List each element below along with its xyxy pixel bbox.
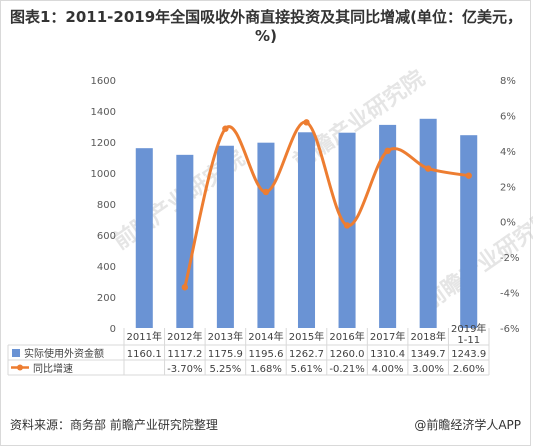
data-label-value: 1160.1 bbox=[127, 349, 162, 360]
left-axis-tick-label: 1200 bbox=[91, 138, 116, 149]
left-axis-tick-label: 0 bbox=[110, 324, 116, 335]
data-label-growth: 3.00% bbox=[412, 364, 444, 375]
legend-key-point bbox=[17, 364, 23, 371]
right-axis-tick-label: -6% bbox=[500, 324, 519, 335]
right-axis-tick-label: 4% bbox=[500, 147, 516, 158]
data-label-value: 1175.9 bbox=[208, 349, 243, 360]
data-label-growth: 4.00% bbox=[372, 364, 404, 375]
growth-point bbox=[424, 165, 432, 172]
right-axis-tick-label: -4% bbox=[500, 289, 519, 300]
category-label: 2012年 bbox=[167, 330, 202, 343]
data-label-growth: 5.61% bbox=[291, 364, 323, 375]
category-label: 2019年 bbox=[451, 322, 486, 335]
category-label: 2013年 bbox=[208, 330, 243, 343]
data-label-value: 1262.7 bbox=[289, 349, 324, 360]
legend-key-bar bbox=[12, 349, 20, 357]
growth-point bbox=[384, 147, 391, 155]
data-label-value: 1243.9 bbox=[451, 349, 486, 360]
data-label-value: 1260.0 bbox=[330, 349, 365, 360]
data-label-growth: -3.70% bbox=[167, 364, 202, 375]
bar bbox=[135, 148, 153, 328]
chart-title: 图表1：2011-2019年全国吸收外商直接投资及其同比增减(单位：亿美元，%) bbox=[9, 8, 523, 45]
credit-note: @前瞻经济学人APP bbox=[414, 418, 521, 432]
category-label: 2017年 bbox=[370, 330, 405, 343]
left-axis-tick-label: 400 bbox=[97, 262, 116, 273]
growth-point bbox=[465, 172, 472, 179]
right-axis-tick-label: 2% bbox=[500, 182, 516, 193]
growth-point bbox=[262, 188, 270, 196]
left-axis-tick-label: 600 bbox=[97, 231, 116, 242]
data-label-growth: -0.21% bbox=[329, 364, 364, 375]
bar bbox=[176, 154, 194, 328]
growth-point bbox=[343, 222, 351, 229]
bar bbox=[419, 118, 437, 328]
category-label: 2014年 bbox=[248, 330, 283, 343]
data-label-growth: 2.60% bbox=[453, 364, 485, 375]
left-axis-tick-label: 1000 bbox=[91, 169, 116, 180]
right-axis-tick-label: -2% bbox=[500, 253, 519, 264]
category-label: 2016年 bbox=[329, 330, 364, 343]
data-label-value: 1195.6 bbox=[248, 349, 283, 360]
legend-label: 同比增速 bbox=[33, 362, 73, 375]
growth-point bbox=[181, 284, 189, 291]
data-label-growth: 5.25% bbox=[209, 364, 241, 375]
right-axis-tick-label: 0% bbox=[500, 218, 516, 229]
bar bbox=[216, 145, 234, 328]
bar bbox=[338, 132, 356, 328]
category-label: 2011年 bbox=[127, 330, 162, 343]
source-note: 资料来源：商务部 前瞻产业研究院整理 bbox=[10, 418, 218, 432]
left-axis-tick-label: 800 bbox=[97, 200, 116, 211]
bar bbox=[460, 135, 478, 328]
data-label-value: 1310.4 bbox=[370, 349, 405, 360]
growth-point bbox=[222, 125, 229, 132]
left-axis-tick-label: 200 bbox=[97, 293, 116, 304]
category-label: 2015年 bbox=[289, 330, 324, 343]
category-label: 1-11 bbox=[457, 335, 480, 346]
bar bbox=[379, 124, 397, 328]
bar bbox=[297, 132, 316, 328]
left-axis-tick-label: 1600 bbox=[91, 76, 116, 87]
data-label-value: 1349.7 bbox=[411, 349, 446, 360]
right-axis-tick-label: 8% bbox=[500, 76, 516, 87]
left-axis-tick-label: 1400 bbox=[91, 107, 116, 118]
data-label-growth: 1.68% bbox=[250, 364, 282, 375]
category-label: 2018年 bbox=[410, 330, 445, 343]
bar bbox=[257, 142, 275, 328]
data-label-value: 1117.2 bbox=[167, 349, 202, 360]
right-axis-tick-label: 6% bbox=[500, 111, 516, 122]
legend-label: 实际使用外资金额 bbox=[24, 347, 104, 360]
growth-point bbox=[303, 119, 310, 126]
